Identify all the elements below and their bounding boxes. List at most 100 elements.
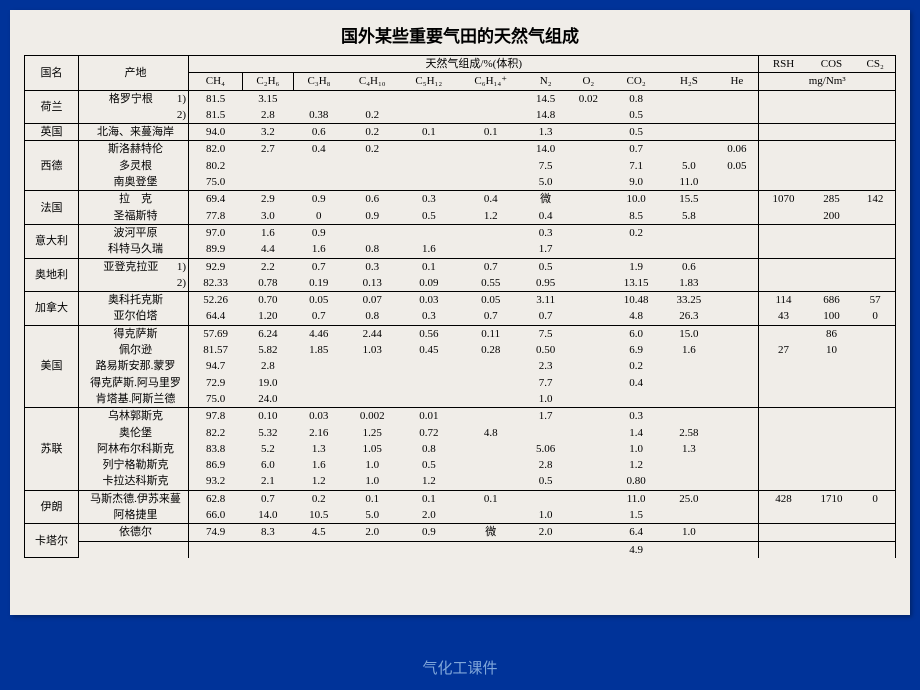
value-cell: [715, 275, 759, 292]
value-cell: [715, 208, 759, 225]
value-cell: 7.1: [610, 158, 663, 174]
value-cell: [401, 174, 458, 191]
value-cell: 6.24: [242, 325, 293, 342]
value-cell: 0.02: [567, 90, 610, 107]
value-cell: 64.4: [189, 308, 243, 325]
hdr-c4h10: C₄H₁₀: [344, 73, 401, 90]
value-cell: 3.11: [524, 292, 567, 309]
value-cell: 14.8: [524, 107, 567, 124]
country-cell: 英国: [25, 124, 79, 141]
value-cell: [242, 158, 293, 174]
value-cell: [663, 507, 716, 524]
value-cell: 0.6: [344, 191, 401, 208]
value-cell: [344, 375, 401, 391]
value-cell: 1.9: [610, 258, 663, 275]
table-row: 科特马久瑞89.94.41.60.81.61.7: [25, 241, 896, 258]
value-cell: 0.72: [401, 425, 458, 441]
value-cell: [663, 391, 716, 408]
value-cell: [759, 124, 808, 141]
value-cell: 11.0: [610, 490, 663, 507]
value-cell: [759, 208, 808, 225]
country-cell: 法国: [25, 191, 79, 225]
value-cell: [567, 208, 610, 225]
field-cell: 2): [79, 275, 189, 292]
value-cell: [567, 141, 610, 158]
value-cell: 1.7: [524, 241, 567, 258]
value-cell: [457, 107, 524, 124]
value-cell: 0.38: [294, 107, 344, 124]
value-cell: [715, 425, 759, 441]
value-cell: 428: [759, 490, 808, 507]
value-cell: [759, 375, 808, 391]
value-cell: [808, 224, 856, 241]
value-cell: [808, 375, 856, 391]
value-cell: [294, 541, 344, 558]
value-cell: 1.3: [524, 124, 567, 141]
value-cell: [715, 191, 759, 208]
value-cell: 2.9: [242, 191, 293, 208]
value-cell: 0.3: [401, 191, 458, 208]
value-cell: [759, 325, 808, 342]
value-cell: [715, 325, 759, 342]
value-cell: [663, 241, 716, 258]
value-cell: 0.8: [610, 90, 663, 107]
value-cell: [344, 174, 401, 191]
table-row: 佩尔逊81.575.821.851.030.450.280.506.91.627…: [25, 342, 896, 358]
value-cell: 97.8: [189, 408, 243, 425]
value-cell: 0.56: [401, 325, 458, 342]
value-cell: [855, 473, 895, 490]
table-row: 加拿大奥科托克斯52.260.700.050.070.030.053.1110.…: [25, 292, 896, 309]
value-cell: 1.85: [294, 342, 344, 358]
value-cell: [344, 158, 401, 174]
value-cell: [759, 391, 808, 408]
value-cell: [457, 408, 524, 425]
value-cell: [457, 391, 524, 408]
field-cell: 拉 克: [79, 191, 189, 208]
value-cell: [759, 425, 808, 441]
value-cell: [855, 375, 895, 391]
value-cell: 97.0: [189, 224, 243, 241]
value-cell: 0.1: [401, 490, 458, 507]
value-cell: 6.9: [610, 342, 663, 358]
value-cell: 0.45: [401, 342, 458, 358]
value-cell: 1.83: [663, 275, 716, 292]
value-cell: [457, 457, 524, 473]
table-row: 法国拉 克69.42.90.90.60.30.4微10.015.51070285…: [25, 191, 896, 208]
field-cell: 佩尔逊: [79, 342, 189, 358]
value-cell: [567, 342, 610, 358]
value-cell: 15.0: [663, 325, 716, 342]
value-cell: 11.0: [663, 174, 716, 191]
value-cell: 66.0: [189, 507, 243, 524]
value-cell: [855, 107, 895, 124]
value-cell: 686: [808, 292, 856, 309]
hdr-country: 国名: [25, 56, 79, 91]
value-cell: 0.9: [294, 191, 344, 208]
table-row: 阿林布尔科斯克83.85.21.31.050.85.061.01.3: [25, 441, 896, 457]
value-cell: [855, 342, 895, 358]
value-cell: [759, 441, 808, 457]
value-cell: 1.7: [524, 408, 567, 425]
value-cell: [759, 275, 808, 292]
value-cell: [663, 408, 716, 425]
value-cell: [294, 358, 344, 374]
value-cell: 0.7: [457, 308, 524, 325]
value-cell: [401, 375, 458, 391]
value-cell: [401, 141, 458, 158]
value-cell: 0.5: [401, 457, 458, 473]
value-cell: [567, 441, 610, 457]
value-cell: 0.4: [524, 208, 567, 225]
value-cell: 5.06: [524, 441, 567, 457]
value-cell: 0.03: [294, 408, 344, 425]
value-cell: 89.9: [189, 241, 243, 258]
value-cell: 62.8: [189, 490, 243, 507]
value-cell: [457, 174, 524, 191]
hdr-h2s: H₂S: [663, 73, 716, 90]
country-cell: 卡塔尔: [25, 524, 79, 558]
value-cell: [808, 441, 856, 457]
value-cell: 0.2: [344, 141, 401, 158]
value-cell: [808, 124, 856, 141]
value-cell: [715, 473, 759, 490]
value-cell: [567, 174, 610, 191]
value-cell: [294, 174, 344, 191]
value-cell: 0.2: [344, 107, 401, 124]
